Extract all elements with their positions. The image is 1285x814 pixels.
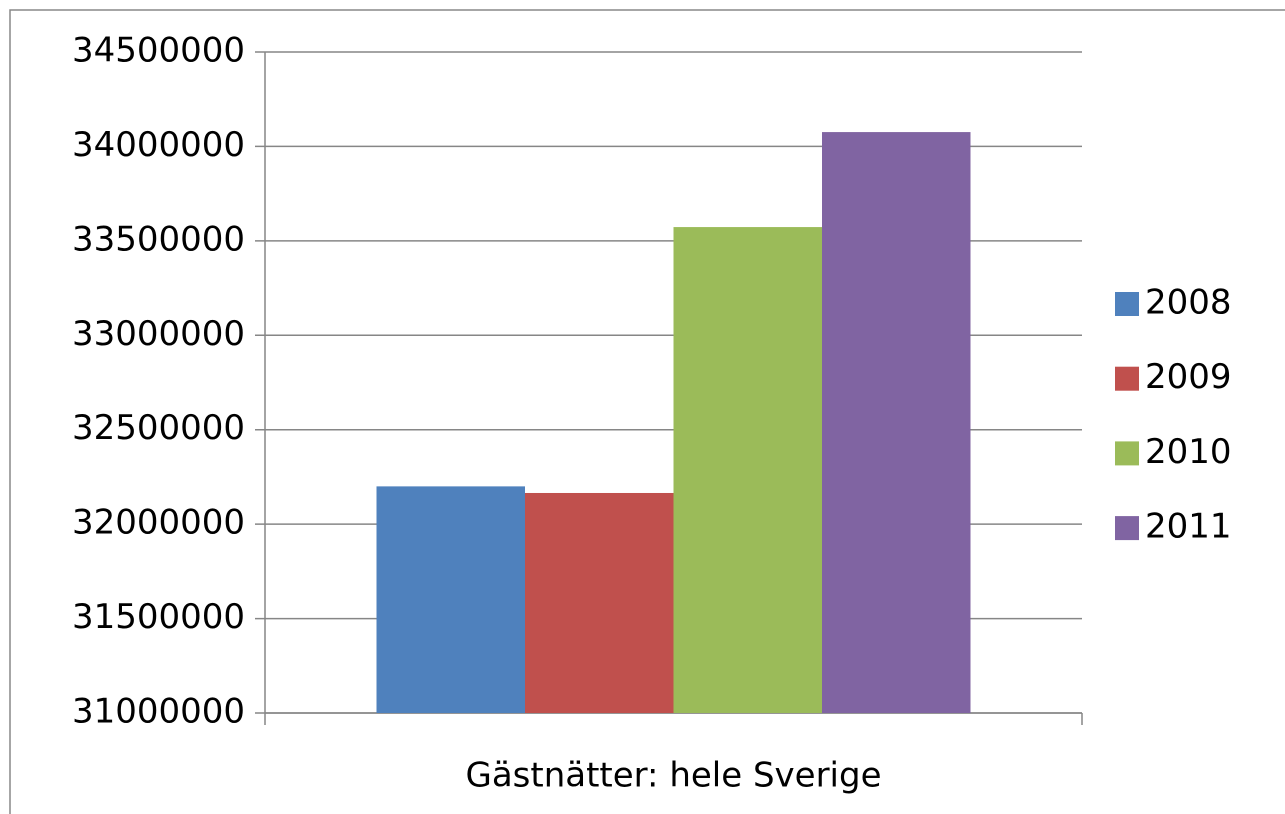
x-tick-label: Gästnätter: hele Sverige — [465, 756, 881, 796]
chart-border — [9, 9, 1285, 814]
y-tick-label: 32000000 — [72, 503, 245, 543]
bar — [673, 227, 822, 714]
y-tick-label: 34500000 — [72, 31, 245, 71]
legend-swatch — [1115, 441, 1139, 466]
bar — [822, 132, 971, 713]
y-tick-label: 33500000 — [72, 219, 245, 259]
y-tick-label: 32500000 — [72, 408, 245, 448]
legend-label: 2008 — [1145, 283, 1232, 323]
y-tick-label: 31000000 — [72, 692, 245, 732]
legend-swatch — [1115, 516, 1139, 541]
y-tick-label: 33000000 — [72, 314, 245, 354]
bar — [525, 492, 674, 713]
y-tick-label: 31500000 — [72, 597, 245, 637]
legend-label: 2009 — [1145, 357, 1232, 397]
legend-swatch — [1115, 366, 1139, 391]
bar — [376, 486, 525, 713]
legend-label: 2011 — [1145, 507, 1232, 547]
legend-swatch — [1115, 292, 1139, 316]
legend-label: 2010 — [1145, 432, 1232, 472]
y-tick-label: 34000000 — [72, 125, 245, 165]
